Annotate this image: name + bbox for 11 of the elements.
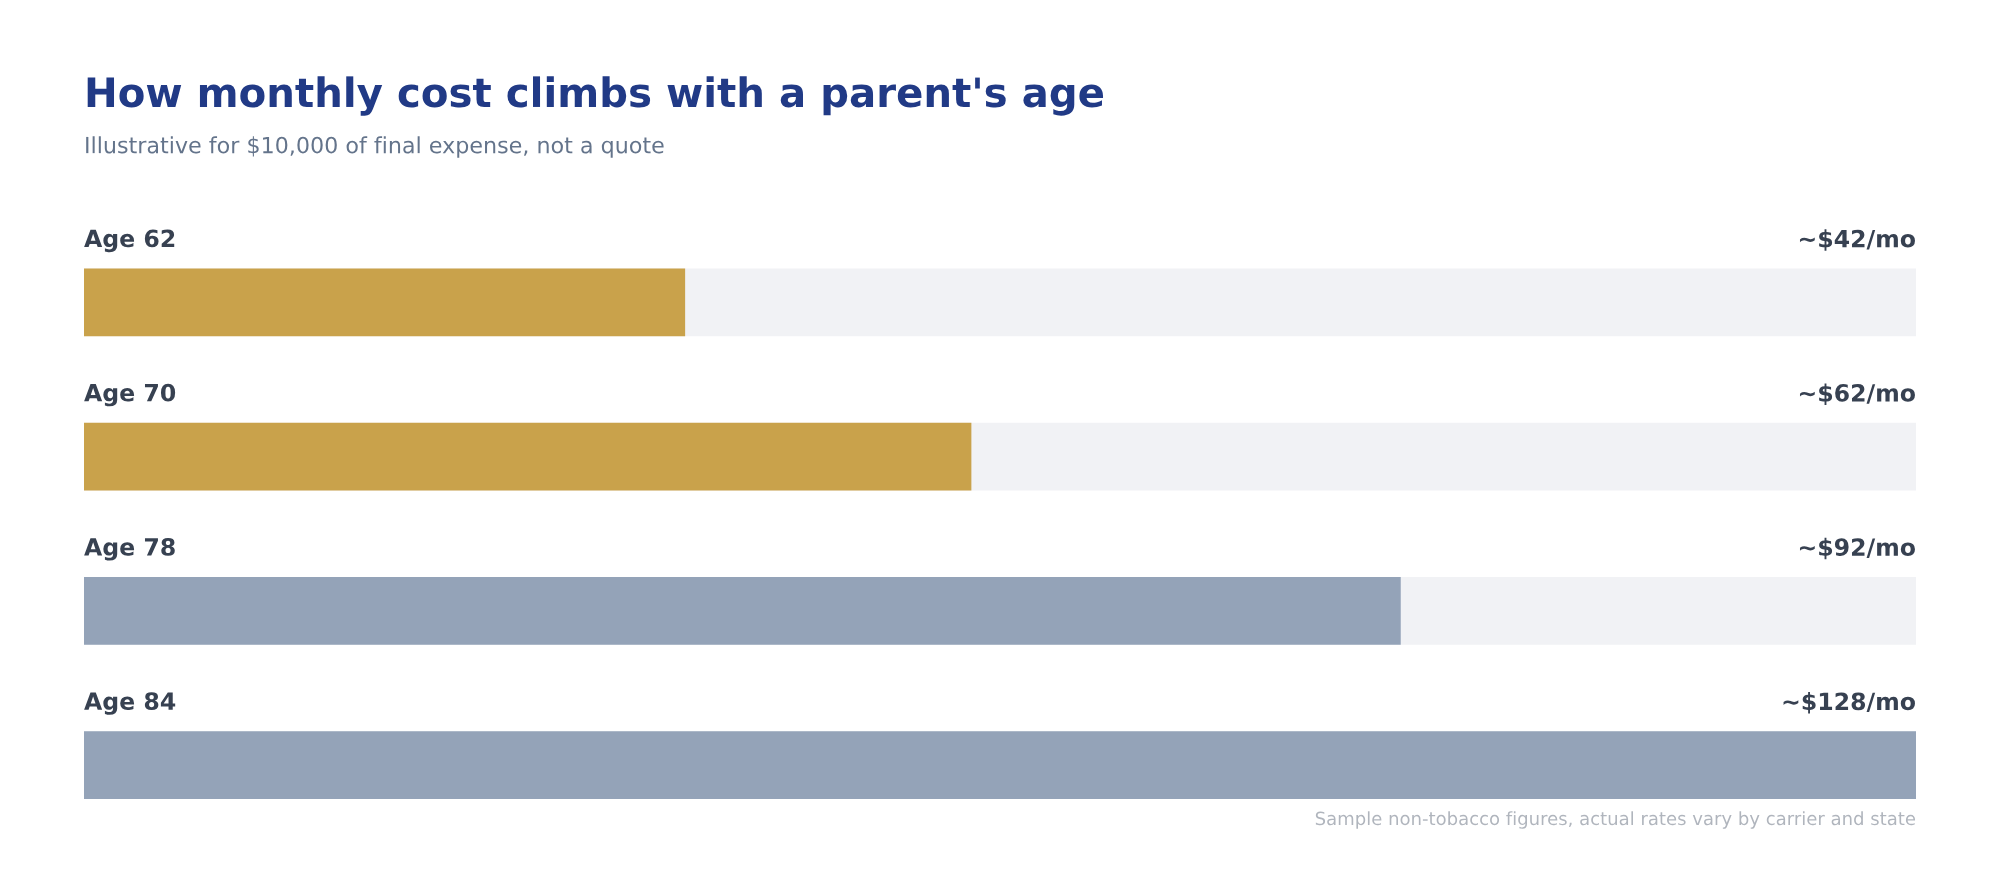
data-label: ~$42/mo xyxy=(1799,229,1915,251)
y-tick-label: Age 84 xyxy=(84,692,176,715)
text: Sample non-tobacco figures, actual rates vary by carrier and state xyxy=(1315,811,1916,829)
y-tick-label: Age 62 xyxy=(84,229,175,253)
y-tick-label: Age 78 xyxy=(84,537,175,561)
data-label: ~$62/mo xyxy=(1799,383,1915,405)
y-tick-label: Age 70 xyxy=(84,383,176,407)
data-label: ~$128/mo xyxy=(1783,691,1915,714)
chart-title: How monthly cost climbs with a parent's age xyxy=(87,76,1104,116)
chart-subtitle: Illustrative for $10,000 of final expense, not a quote xyxy=(86,136,664,158)
data-label: ~$92/mo xyxy=(1799,537,1915,560)
